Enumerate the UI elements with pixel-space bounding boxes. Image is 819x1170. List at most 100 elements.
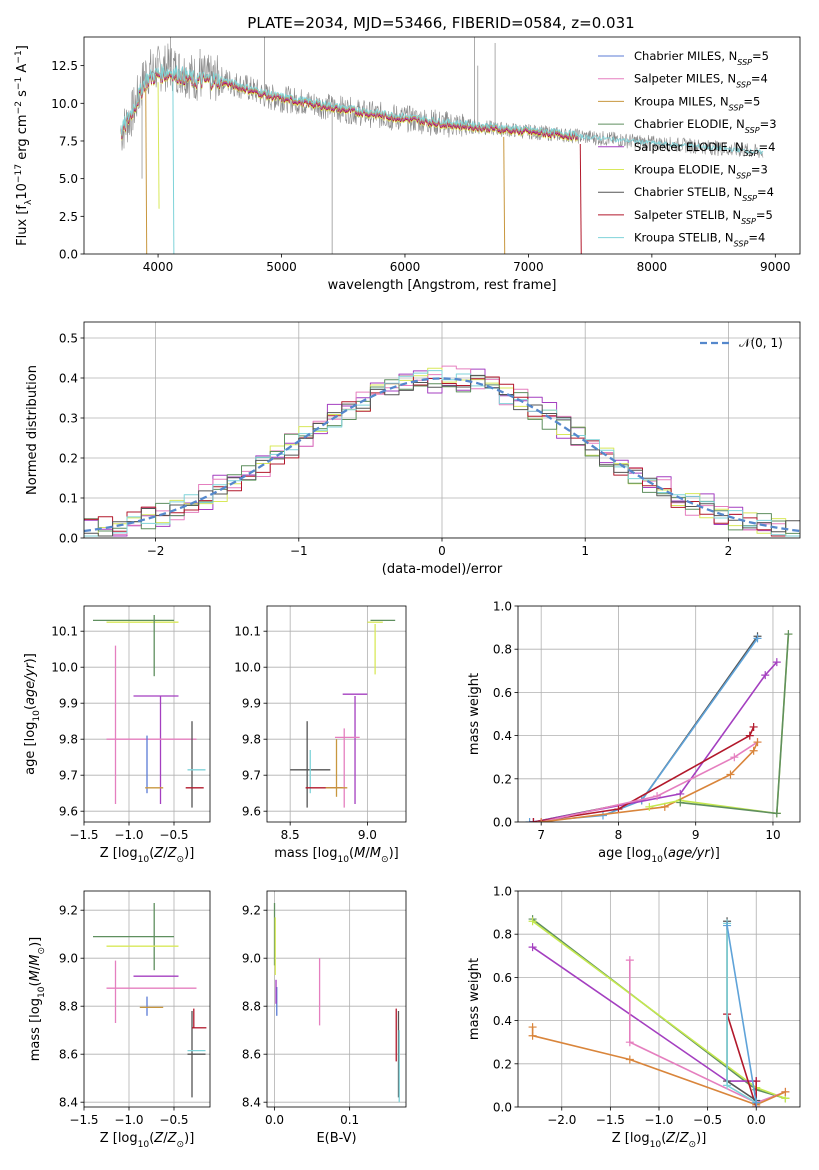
plot-area — [84, 891, 210, 1107]
y-tick-label: 0.4 — [493, 729, 512, 743]
weight-marker — [772, 658, 781, 667]
weight-marker — [772, 809, 781, 818]
y-tick-label: 9.7 — [242, 769, 261, 783]
x-tick-label: 5000 — [266, 260, 297, 274]
weight-marker — [676, 798, 685, 807]
y-tick-label: 0.0 — [59, 532, 78, 546]
y-tick-label: 10.1 — [234, 625, 261, 639]
y-tick-label: 0.2 — [59, 452, 78, 466]
model-drop — [172, 81, 175, 254]
weight-marker — [625, 1055, 634, 1064]
panel-mass_vs_ebv: 0.0 0.1 8.4 8.6 8.8 9.0 9.2 E(B-V) — [242, 890, 407, 1146]
panel-spectrum: 4000 5000 6000 7000 8000 9000 0.0 2.5 5.0 7.5 10.0… — [14, 36, 801, 293]
weight-marker — [784, 630, 793, 639]
y-tick-label: 0.0 — [493, 1101, 512, 1115]
legend-entry: 𝒩(0, 1) — [739, 336, 783, 350]
weight-line — [649, 634, 790, 815]
plot-area — [518, 891, 800, 1107]
legend-entry: Salpeter ELODIE, NSSP=4 — [634, 140, 775, 158]
y-tick-label: 9.0 — [59, 952, 78, 966]
weight-marker — [525, 818, 534, 822]
x-tick-label: −1.5 — [69, 1113, 98, 1127]
legend: 𝒩(0, 1) — [700, 336, 783, 350]
weight-series — [529, 658, 781, 822]
y-tick-label: 0.5 — [59, 332, 78, 346]
y-tick-label: 10.0 — [234, 661, 261, 675]
panel-mass_vs_z: −1.5 −1.0 −0.5 8.4 8.6 8.8 9.0 9.2 Z [log10(Z/Z⊙… — [28, 890, 211, 1150]
x-tick-label: −1.5 — [69, 828, 98, 842]
x-tick-label: 4000 — [143, 260, 174, 274]
weight-marker — [653, 792, 662, 801]
legend-entry: Chabrier ELODIE, NSSP=3 — [634, 117, 777, 135]
x-axis-label: E(B-V) — [316, 1131, 356, 1146]
y-axis-label: mass weight — [467, 673, 482, 755]
y-tick-label: 0.4 — [493, 1014, 512, 1028]
x-tick-label: 0.0 — [747, 1113, 766, 1127]
weight-series — [537, 738, 762, 822]
weight-line — [533, 661, 778, 822]
weight-series — [537, 738, 762, 822]
y-tick-label: 10.0 — [51, 97, 78, 111]
y-tick-label: 0.0 — [59, 248, 78, 262]
axes-frame — [83, 890, 211, 1108]
y-tick-label: 0.8 — [493, 928, 512, 942]
y-tick-label: 9.8 — [242, 733, 261, 747]
y-axis-label: Flux [fλ10−17 erg cm−2 s−1 A−1] — [14, 45, 34, 246]
y-tick-label: 9.9 — [59, 697, 78, 711]
y-tick-label: 10.1 — [51, 625, 78, 639]
y-tick-label: 0.3 — [59, 412, 78, 426]
x-tick-label: 9000 — [760, 260, 791, 274]
plot-area — [267, 606, 406, 822]
weight-marker — [528, 943, 537, 952]
plot-area — [267, 891, 406, 1107]
plot-area — [518, 606, 800, 822]
weight-line — [726, 925, 757, 1103]
x-axis-label: age [log10(age/yr)] — [598, 846, 720, 865]
grid-lines — [267, 891, 406, 1107]
model-drop — [157, 82, 160, 209]
weight-line — [533, 726, 755, 822]
y-tick-label: 8.4 — [59, 1096, 78, 1110]
y-tick-label: 8.6 — [242, 1048, 261, 1062]
x-axis-label: Z [log10(Z/Z⊙)] — [100, 1131, 195, 1150]
y-tick-label: 0.1 — [59, 492, 78, 506]
model-spectrum — [120, 65, 578, 139]
axes-frame — [266, 605, 407, 823]
weight-marker — [752, 1098, 761, 1107]
model-spectrum-extension — [577, 133, 764, 155]
weight-series — [723, 921, 761, 1107]
y-tick-label: 0.8 — [493, 643, 512, 657]
y-tick-label: 9.7 — [59, 769, 78, 783]
weight-marker — [730, 753, 739, 762]
y-axis-label: mass weight — [467, 958, 482, 1040]
y-tick-label: 9.0 — [242, 952, 261, 966]
y-tick-label: 0.6 — [493, 971, 512, 985]
weight-marker — [537, 818, 546, 822]
x-tick-label: −1.0 — [644, 1113, 673, 1127]
x-axis-label: (data-model)/error — [382, 562, 503, 577]
weight-marker — [761, 671, 770, 680]
weight-marker — [723, 1081, 732, 1090]
weight-marker — [745, 731, 754, 740]
weight-marker — [614, 805, 623, 814]
weight-line — [726, 1013, 758, 1107]
x-tick-label: −1.0 — [114, 1113, 143, 1127]
x-tick-label: −2.0 — [547, 1113, 576, 1127]
gaussian-curve — [84, 377, 800, 533]
legend-entry: Chabrier MILES, NSSP=5 — [634, 49, 769, 67]
y-tick-label: 8.8 — [59, 1000, 78, 1014]
y-tick-label: 8.8 — [242, 1000, 261, 1014]
y-axis-label: Normed distribution — [25, 365, 40, 495]
y-tick-label: 9.2 — [242, 904, 261, 918]
weight-line — [628, 960, 786, 1104]
y-tick-label: 9.2 — [59, 904, 78, 918]
weight-marker — [726, 770, 735, 779]
y-tick-label: 8.4 — [242, 1096, 261, 1110]
model-drop — [145, 88, 148, 254]
weight-marker — [528, 917, 537, 926]
figure-title: PLATE=2034, MJD=53466, FIBERID=0584, z=0… — [247, 14, 634, 32]
weight-marker — [753, 634, 762, 643]
x-tick-label: 0.0 — [265, 1113, 284, 1127]
x-tick-label: 9.0 — [358, 828, 377, 842]
weight-marker — [645, 802, 654, 811]
